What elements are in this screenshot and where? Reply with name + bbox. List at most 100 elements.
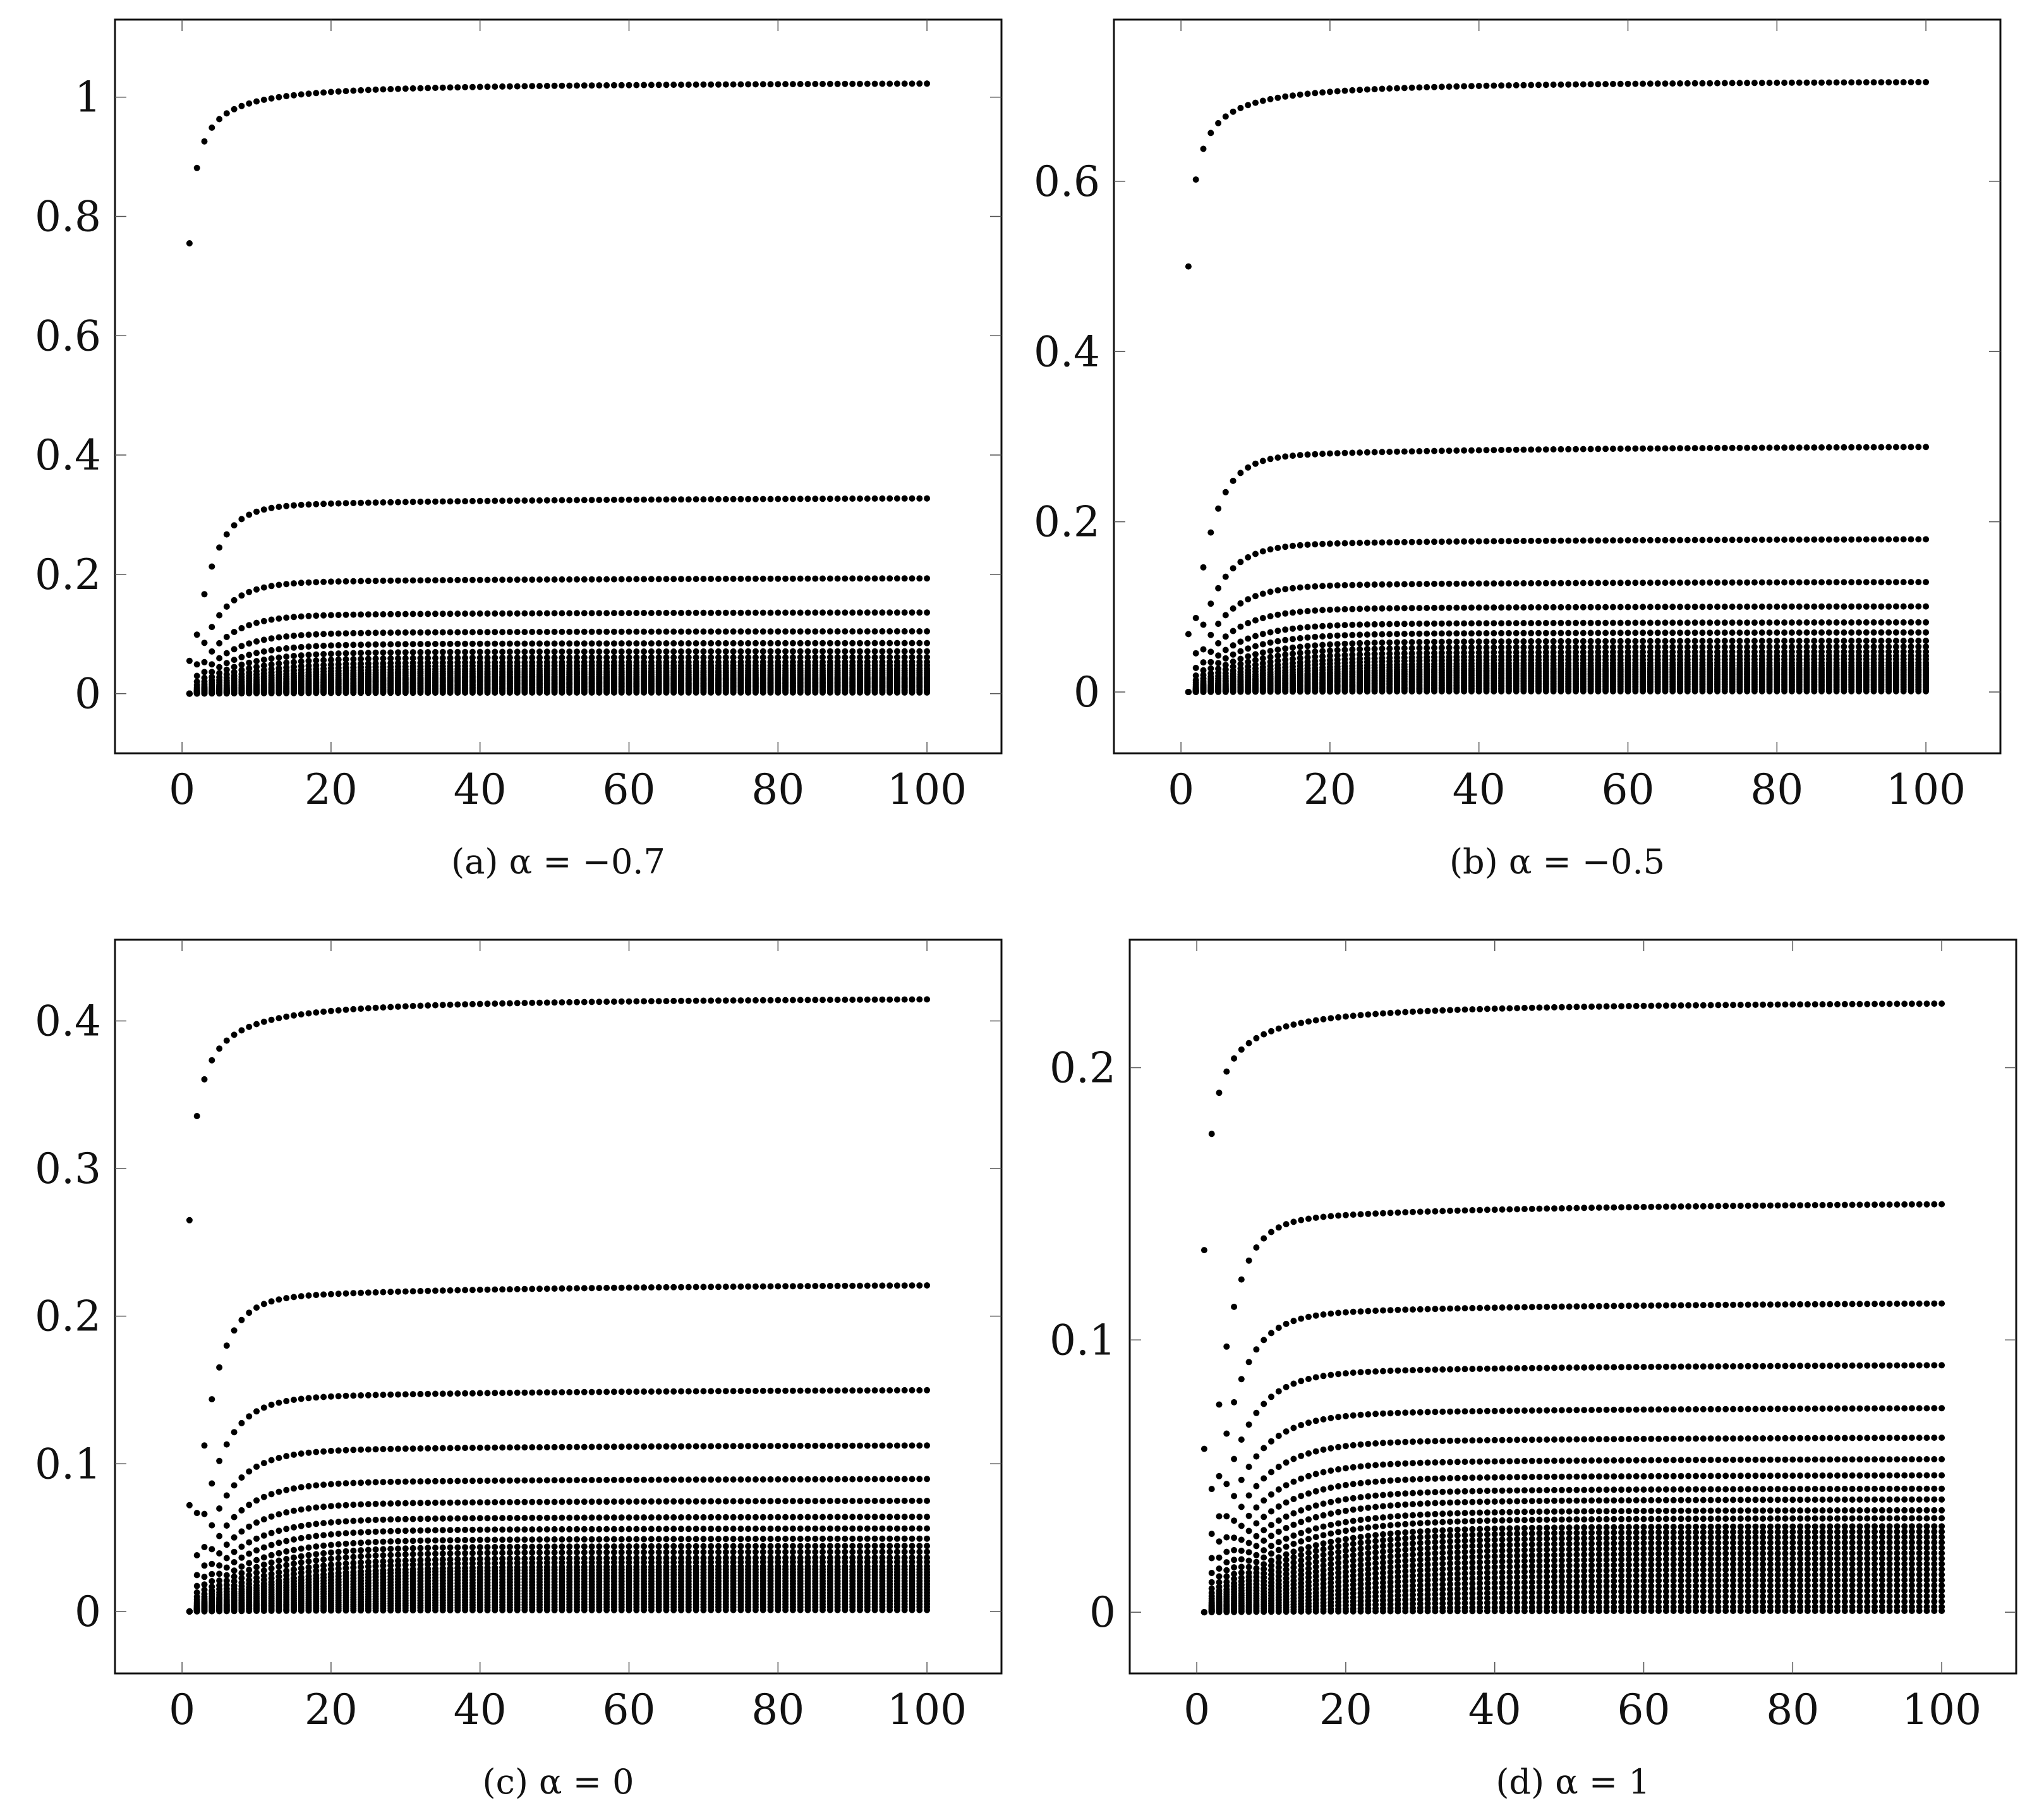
data-point bbox=[305, 579, 312, 586]
data-point bbox=[708, 496, 715, 502]
data-point bbox=[1528, 638, 1535, 645]
data-point bbox=[1707, 638, 1714, 645]
data-point bbox=[1424, 581, 1430, 587]
data-point bbox=[879, 609, 886, 616]
data-point bbox=[849, 495, 856, 502]
data-point bbox=[1215, 119, 1222, 126]
data-point bbox=[409, 499, 416, 506]
data-point bbox=[1736, 80, 1743, 87]
data-point bbox=[335, 578, 342, 585]
data-point bbox=[1513, 580, 1520, 587]
data-point bbox=[1565, 629, 1572, 636]
data-point bbox=[283, 614, 290, 621]
data-point bbox=[1505, 82, 1512, 89]
data-point bbox=[1267, 456, 1274, 463]
data-point bbox=[1371, 631, 1378, 638]
series-points-b bbox=[1185, 79, 1930, 695]
data-point bbox=[1870, 536, 1877, 543]
data-point bbox=[581, 654, 588, 661]
data-point bbox=[253, 664, 260, 671]
data-point bbox=[372, 578, 379, 585]
data-point bbox=[618, 654, 625, 661]
data-point bbox=[283, 93, 290, 100]
data-point bbox=[298, 613, 305, 620]
data-point bbox=[775, 654, 782, 661]
data-point bbox=[834, 640, 841, 647]
data-point bbox=[1818, 79, 1825, 86]
data-point bbox=[320, 657, 327, 664]
data-point bbox=[484, 610, 491, 617]
data-point bbox=[1535, 580, 1542, 586]
data-point bbox=[1856, 444, 1862, 451]
data-point bbox=[246, 652, 253, 659]
data-point bbox=[1833, 638, 1840, 645]
data-point bbox=[1245, 645, 1252, 652]
data-point bbox=[260, 656, 267, 663]
data-point bbox=[1326, 641, 1333, 648]
data-point bbox=[670, 648, 677, 655]
data-point bbox=[484, 689, 491, 696]
data-point bbox=[492, 576, 499, 583]
data-point bbox=[1431, 630, 1437, 637]
data-point bbox=[1215, 652, 1222, 659]
data-point bbox=[1587, 619, 1594, 626]
data-point bbox=[380, 499, 387, 506]
data-point bbox=[1573, 619, 1579, 626]
data-point bbox=[327, 630, 334, 637]
data-point bbox=[1736, 604, 1743, 610]
data-point bbox=[1326, 606, 1333, 613]
data-point bbox=[722, 654, 729, 661]
data-point bbox=[1624, 80, 1631, 87]
data-point bbox=[610, 628, 617, 635]
data-point bbox=[1647, 638, 1654, 645]
data-point bbox=[432, 629, 438, 636]
data-point bbox=[1863, 79, 1870, 86]
data-point bbox=[1870, 619, 1877, 626]
data-point bbox=[543, 497, 550, 504]
data-point bbox=[1274, 638, 1281, 645]
data-point bbox=[313, 501, 320, 507]
data-point bbox=[648, 689, 655, 696]
data-point bbox=[700, 640, 707, 647]
data-point bbox=[1811, 536, 1818, 543]
data-point bbox=[1259, 641, 1266, 648]
data-point bbox=[924, 628, 931, 634]
data-point bbox=[387, 641, 394, 648]
data-point bbox=[425, 649, 432, 655]
data-point bbox=[335, 630, 342, 637]
data-point bbox=[506, 610, 513, 617]
data-point bbox=[819, 628, 826, 635]
data-point bbox=[1312, 90, 1319, 97]
data-point bbox=[1498, 447, 1505, 453]
data-point bbox=[1699, 604, 1706, 610]
data-point bbox=[1892, 79, 1899, 86]
data-point bbox=[692, 496, 699, 503]
data-point bbox=[1833, 536, 1840, 543]
data-point bbox=[610, 640, 617, 647]
data-point bbox=[1520, 82, 1527, 88]
data-point bbox=[1222, 647, 1229, 653]
data-point bbox=[1461, 580, 1468, 587]
data-point bbox=[849, 654, 856, 660]
data-point bbox=[1856, 629, 1862, 636]
data-point bbox=[1758, 604, 1765, 610]
data-point bbox=[275, 646, 282, 653]
data-point bbox=[1640, 580, 1647, 586]
data-point bbox=[603, 654, 610, 661]
data-point bbox=[1744, 579, 1751, 586]
data-point bbox=[492, 610, 499, 617]
data-point bbox=[372, 499, 379, 506]
data-point bbox=[1483, 447, 1490, 454]
data-point bbox=[1580, 619, 1587, 626]
data-point bbox=[1640, 537, 1647, 543]
data-point bbox=[335, 88, 342, 95]
data-point bbox=[395, 85, 401, 92]
data-point bbox=[447, 610, 454, 617]
data-point bbox=[409, 655, 416, 662]
data-point bbox=[752, 575, 759, 582]
data-point bbox=[849, 648, 856, 655]
data-point bbox=[1587, 604, 1594, 610]
data-point bbox=[678, 654, 684, 661]
data-point bbox=[782, 648, 789, 655]
data-point bbox=[1602, 580, 1609, 586]
